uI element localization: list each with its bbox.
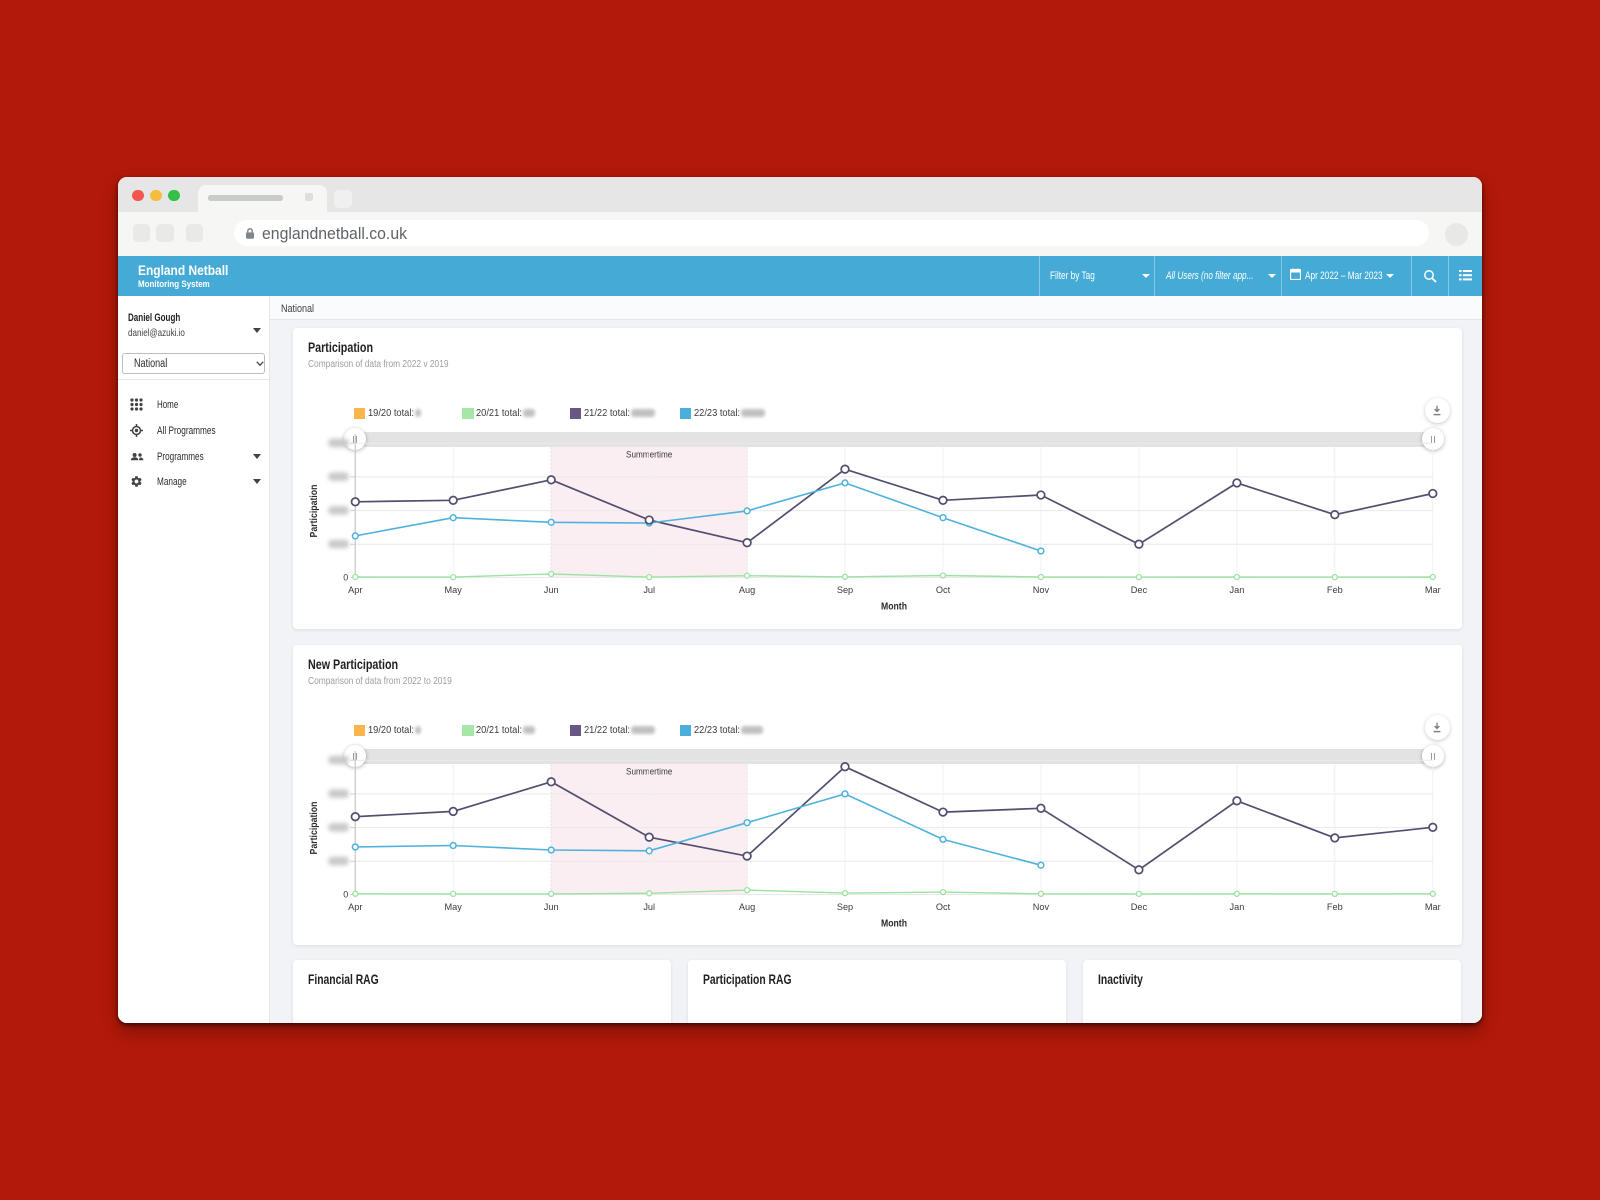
svg-text:Jun: Jun — [543, 902, 558, 912]
svg-text:May: May — [444, 902, 462, 912]
svg-text:Apr: Apr — [348, 902, 362, 912]
svg-text:Participation: Participation — [309, 485, 320, 538]
svg-text:Jul: Jul — [643, 585, 655, 595]
svg-text:Month: Month — [881, 602, 907, 613]
svg-text:Nov: Nov — [1032, 902, 1049, 912]
svg-text:Month: Month — [881, 919, 907, 930]
svg-text:Sep: Sep — [836, 585, 852, 595]
svg-text:Jan: Jan — [1229, 585, 1244, 595]
svg-text:Feb: Feb — [1326, 902, 1342, 912]
svg-text:Jan: Jan — [1229, 902, 1244, 912]
svg-text:Aug: Aug — [738, 902, 754, 912]
svg-text:Aug: Aug — [738, 585, 754, 595]
svg-text:0: 0 — [343, 890, 348, 900]
svg-text:Nov: Nov — [1032, 585, 1049, 595]
svg-text:Feb: Feb — [1326, 585, 1342, 595]
svg-text:Oct: Oct — [935, 585, 950, 595]
svg-text:Jun: Jun — [543, 585, 558, 595]
svg-text:May: May — [444, 585, 462, 595]
svg-text:Mar: Mar — [1424, 585, 1440, 595]
svg-text:Mar: Mar — [1424, 902, 1440, 912]
svg-text:Oct: Oct — [935, 902, 950, 912]
svg-text:Jul: Jul — [643, 902, 655, 912]
svg-text:Dec: Dec — [1130, 585, 1147, 595]
svg-text:Sep: Sep — [836, 902, 852, 912]
svg-text:0: 0 — [343, 573, 348, 583]
svg-text:Dec: Dec — [1130, 902, 1147, 912]
svg-text:Participation: Participation — [309, 802, 320, 855]
svg-text:Apr: Apr — [348, 585, 362, 595]
